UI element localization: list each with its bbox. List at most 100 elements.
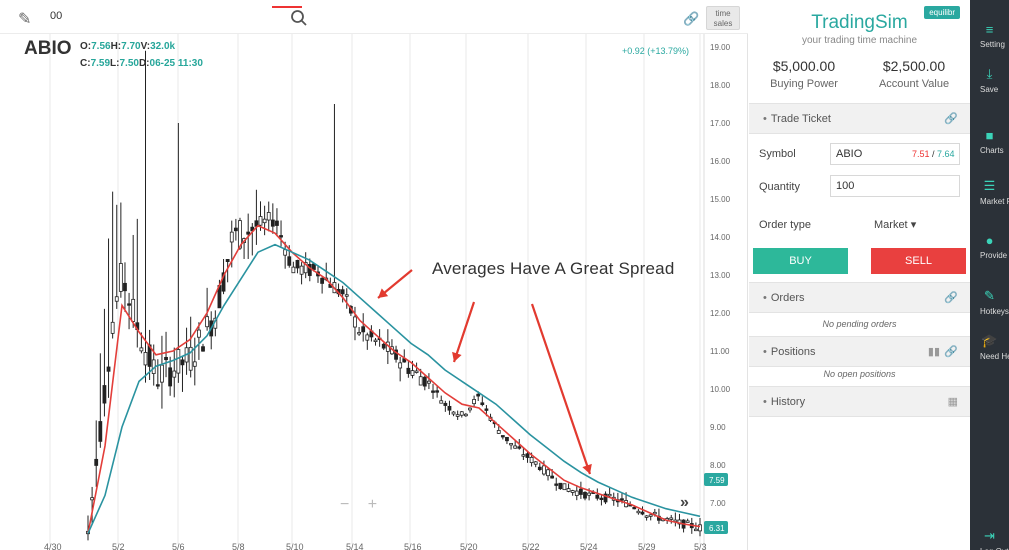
price-axis-label: 14.00 bbox=[710, 233, 731, 242]
sidebar-item-setting[interactable]: ≡ Setting bbox=[970, 22, 1009, 49]
buy-button[interactable]: BUY bbox=[753, 248, 848, 274]
symbol-search-input[interactable] bbox=[50, 10, 250, 22]
ask-price: 7.64 bbox=[937, 149, 955, 159]
annotation-arrow bbox=[452, 301, 476, 363]
candle-body bbox=[698, 524, 702, 532]
candle-body bbox=[357, 332, 361, 335]
active-indicator bbox=[272, 6, 302, 8]
orders-header[interactable]: • Orders 🔗 bbox=[749, 282, 970, 313]
orders-empty: No pending orders bbox=[822, 319, 897, 329]
bullet-icon: • bbox=[763, 292, 767, 304]
candle-body bbox=[307, 264, 312, 276]
bid-ask: 7.51 / 7.64 bbox=[912, 149, 955, 159]
candle-body bbox=[459, 411, 464, 416]
graduation-icon: 🎓 bbox=[981, 333, 998, 348]
sidebar-item-log-out[interactable]: ⇥ Log Out bbox=[970, 528, 1009, 550]
zoom-out-button[interactable]: − bbox=[340, 496, 350, 513]
price-tag-ema bbox=[704, 473, 728, 486]
candle-body bbox=[361, 326, 366, 333]
candle-body bbox=[295, 259, 300, 269]
bullet-icon: • bbox=[763, 113, 767, 125]
bar-chart-icon[interactable]: ▮▮ bbox=[927, 346, 940, 358]
ohlc-key: V: bbox=[140, 41, 151, 52]
candle-body bbox=[344, 294, 349, 297]
candle-body bbox=[669, 517, 674, 520]
candle-body bbox=[229, 231, 234, 243]
sidebar-item-provide-feedback[interactable]: ● Provide Feedback bbox=[970, 233, 1009, 260]
sidebar-item-market-panel[interactable]: ☰ Market Panel bbox=[970, 178, 1009, 206]
ohlc-line-2: C:7.59L:7.50D:06-25 11:30 bbox=[80, 58, 203, 69]
sidebar-item-label: Hotkeys bbox=[980, 307, 1009, 316]
ohlc-line-1: O:7.56H:7.70V:32.0k bbox=[80, 41, 175, 52]
candle-body bbox=[443, 402, 448, 406]
sidebar-item-charts[interactable]: ■ Charts bbox=[970, 128, 1009, 155]
candle-body bbox=[484, 408, 489, 411]
candle-body bbox=[644, 515, 649, 518]
scroll-right-button[interactable]: » bbox=[680, 494, 689, 511]
candle-body bbox=[439, 400, 444, 404]
candle-body bbox=[583, 491, 587, 499]
symbol-label: Symbol bbox=[759, 148, 796, 160]
price-chart[interactable]: 19.00 18.00 17.00 16.00 15.00 14.00 13.00 12.00… bbox=[0, 34, 748, 550]
history-header[interactable]: • History ▦ bbox=[749, 386, 970, 417]
price-axis-label: 11.00 bbox=[710, 347, 730, 356]
candle-body bbox=[472, 399, 476, 405]
candle-body bbox=[110, 321, 115, 334]
account-value-label: Account Value bbox=[878, 78, 950, 90]
candle-body bbox=[106, 366, 111, 372]
candle-body bbox=[233, 227, 238, 232]
candle-body bbox=[542, 465, 546, 475]
candle-body bbox=[118, 263, 123, 292]
chart-area[interactable]: ✎ 🔗 time sales 19.00 18.00 17.00 16.00 15.00… bbox=[0, 0, 748, 550]
edit-icon: ✎ bbox=[984, 288, 995, 303]
candle-body bbox=[270, 219, 275, 227]
symbol-field[interactable]: ABIO bbox=[830, 143, 960, 165]
link-icon[interactable]: 🔗 bbox=[944, 292, 958, 304]
sidebar-item-hotkeys[interactable]: ✎ Hotkeys bbox=[970, 288, 1009, 316]
sell-button[interactable]: SELL bbox=[871, 248, 966, 274]
quantity-field[interactable]: 100 bbox=[830, 175, 960, 197]
date-axis-label: 5/10 bbox=[286, 542, 304, 550]
price-axis-label: 12.00 bbox=[710, 309, 731, 318]
candle-body bbox=[587, 492, 592, 496]
candle-body bbox=[509, 443, 513, 446]
zoom-in-button[interactable]: + bbox=[367, 496, 378, 513]
buying-power-value: $5,000.00 bbox=[772, 58, 836, 74]
logout-icon: ⇥ bbox=[984, 528, 995, 543]
candle-body bbox=[500, 435, 505, 438]
price-axis-label: 17.00 bbox=[710, 119, 731, 128]
order-type-select[interactable]: Market ▾ bbox=[874, 219, 917, 231]
history-chart-icon[interactable]: ▦ bbox=[947, 396, 958, 408]
side-nav: ≡ Setting ⤓ Save ■ Charts ☰ Market Panel ● Provid… bbox=[970, 0, 1009, 550]
candle-body bbox=[406, 367, 411, 374]
candle-body bbox=[102, 385, 107, 404]
date-axis-label: 5/14 bbox=[346, 542, 364, 550]
pencil-icon[interactable]: ✎ bbox=[18, 11, 32, 28]
order-type-label: Order type bbox=[759, 219, 811, 231]
trade-ticket-header[interactable]: • Trade Ticket 🔗 bbox=[749, 103, 970, 134]
positions-header[interactable]: • Positions ▮▮ 🔗 bbox=[749, 336, 970, 367]
time-sales-button[interactable]: time sales bbox=[706, 6, 740, 30]
candle-body bbox=[422, 376, 427, 387]
candle-body bbox=[172, 370, 177, 378]
link-icon[interactable]: 🔗 bbox=[944, 113, 958, 125]
equilibrium-badge[interactable]: equilibr bbox=[924, 6, 960, 19]
candle-body bbox=[435, 390, 440, 393]
candle-body bbox=[652, 511, 657, 515]
candle-body bbox=[225, 259, 230, 262]
link-icon[interactable]: 🔗 bbox=[683, 11, 700, 26]
bullet-icon: • bbox=[763, 396, 767, 408]
date-axis-label: 5/16 bbox=[404, 542, 422, 550]
sidebar-item-save[interactable]: ⤓ Save bbox=[970, 66, 1009, 94]
search-icon[interactable] bbox=[290, 9, 308, 27]
candle-body bbox=[578, 488, 583, 495]
candle-body bbox=[463, 413, 468, 417]
candle-body bbox=[513, 445, 518, 449]
candle-body bbox=[164, 356, 168, 361]
sidebar-item-need-help[interactable]: 🎓 Need Help? bbox=[970, 333, 1009, 361]
candle-body bbox=[607, 493, 612, 497]
link-icon[interactable]: 🔗 bbox=[944, 346, 958, 358]
candle-body bbox=[427, 380, 431, 384]
positions-empty: No open positions bbox=[823, 369, 896, 379]
chart-toolbar: ✎ 🔗 time sales bbox=[0, 0, 748, 34]
